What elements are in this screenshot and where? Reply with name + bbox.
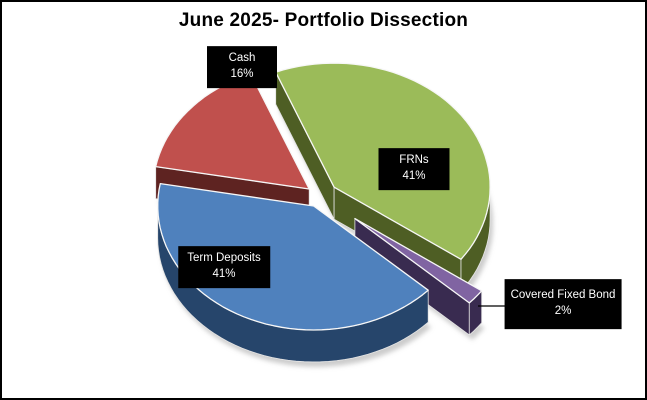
slice-label-frns-pct: 41% xyxy=(402,170,426,182)
pie-slice-frns xyxy=(275,62,491,292)
slice-label-frns-name: FRNs xyxy=(399,154,429,167)
slice-label-covered-fixed-bond-name: Covered Fixed Bond xyxy=(510,289,616,302)
slice-label-frns: FRNs 41% xyxy=(378,148,450,190)
slice-label-term-deposits: Term Deposits 41% xyxy=(178,246,270,288)
slice-label-cash: Cash 16% xyxy=(207,46,277,88)
slice-label-covered-fixed-bond-pct: 2% xyxy=(554,305,572,317)
slice-top xyxy=(157,182,429,331)
slice-label-covered-fixed-bond: Covered Fixed Bond 2% xyxy=(504,279,622,329)
slice-label-cash-name: Cash xyxy=(228,52,256,65)
slice-top xyxy=(354,217,483,304)
chart-title: June 2025- Portfolio Dissection xyxy=(178,10,469,31)
slice-label-cash-pct: 16% xyxy=(230,68,254,80)
slice-label-term-deposits-pct: 41% xyxy=(212,268,236,280)
slice-label-term-deposits-name: Term Deposits xyxy=(187,252,261,265)
